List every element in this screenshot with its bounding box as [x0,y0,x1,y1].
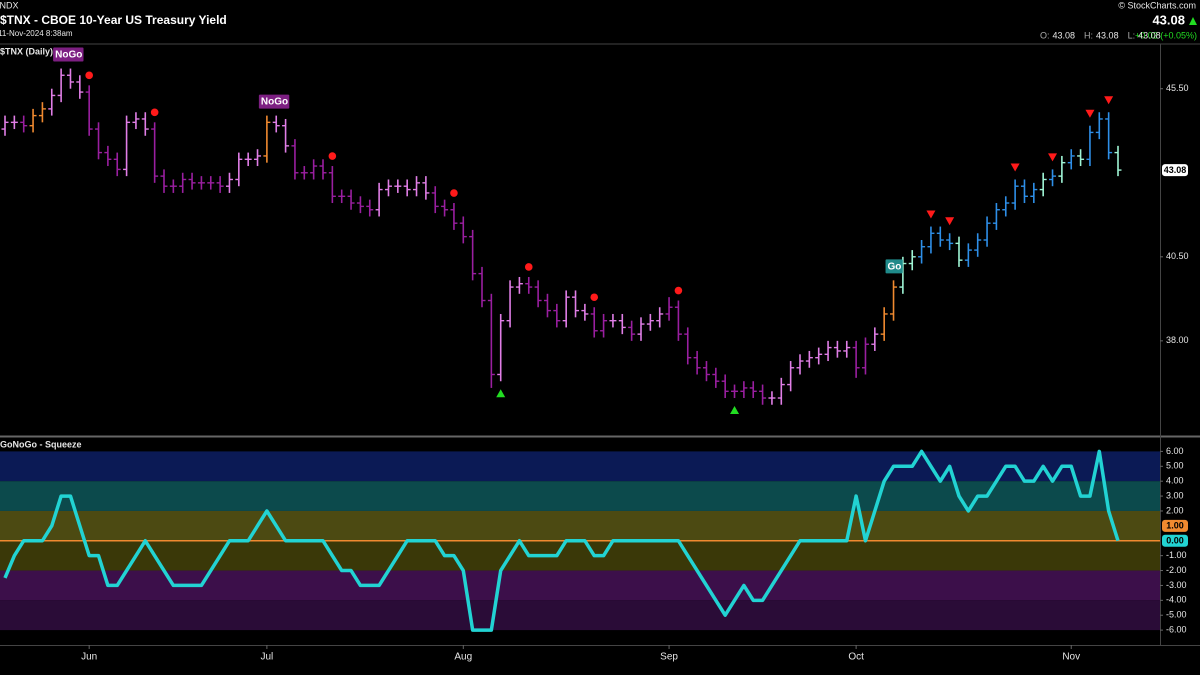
countertrend-marker [674,286,683,295]
y-tick-label: -3.00 [1166,580,1187,590]
value-box [1162,164,1188,177]
quote-label: O: [1040,30,1050,40]
countertrend-marker [1085,109,1095,118]
x-tick-label: Jul [260,652,273,663]
signal-tag-label: NoGo [55,50,82,61]
countertrend-marker [1010,163,1020,172]
countertrend-marker [590,293,599,302]
signal-tag-label: Go [888,261,902,272]
y-tick-label: 4.00 [1166,476,1184,486]
quote-value: 43.08 [1096,30,1119,40]
exchange: INDX [0,0,19,10]
x-tick-label: Jun [81,652,97,663]
countertrend-marker [945,217,955,226]
y-tick-label: -2.00 [1166,565,1187,575]
y-tick-label: 6.00 [1166,446,1184,456]
signal-tag [885,259,903,274]
x-tick-label: Aug [454,652,472,663]
x-tick-label: Oct [848,652,864,663]
countertrend-marker [1048,153,1058,162]
y-tick-label: -6.00 [1166,624,1187,634]
series-legend: GoNoGo - Squeeze [0,439,82,449]
y-tick-label: 2.00 [1166,505,1184,515]
x-tick-label: Sep [660,652,678,663]
x-tick-label: Nov [1062,652,1080,663]
signal-tag [53,47,84,62]
quote-value: 43.08 [1138,30,1161,40]
series-legend: $TNX (Daily) 43.08 [0,46,78,56]
change: +0.02 (+0.05%) [1135,30,1197,40]
countertrend-marker [730,406,740,415]
zone-band [0,510,1160,541]
signal-tag [258,94,290,109]
quote-label: L: [1128,30,1136,40]
quote-label: H: [1084,30,1093,40]
copyright: © StockCharts.com [1118,0,1196,10]
y-tick-label: 40.50 [1166,251,1189,261]
countertrend-marker [524,263,533,271]
signal-tag-label: NoGo [261,97,288,108]
value-box-label: 43.08 [1164,165,1187,175]
zone-band [0,540,1160,571]
quote-value: 43.08 [1053,30,1076,40]
last-price: 43.08 [1152,12,1185,27]
countertrend-marker [150,108,159,117]
countertrend-marker [1104,96,1114,105]
y-tick-label: -5.00 [1166,610,1187,620]
y-tick-label: -1.00 [1166,550,1187,560]
chart-title: $TNX - CBOE 10-Year US Treasury Yield [0,13,227,27]
countertrend-marker [926,210,936,219]
countertrend-marker [496,389,506,398]
y-tick-label: -4.00 [1166,595,1187,605]
countertrend-marker [450,189,458,197]
y-tick-label: 5.00 [1166,461,1184,471]
zone-band [0,600,1160,631]
y-tick-label: 3.00 [1166,490,1184,500]
y-tick-label: 38.00 [1166,335,1189,345]
value-box-label: 0.00 [1166,536,1184,546]
countertrend-marker [85,71,93,80]
countertrend-marker [328,152,337,160]
timestamp: 11-Nov-2024 8:38am [0,29,73,38]
zone-band [0,451,1160,482]
up-arrow [1189,17,1197,25]
value-box [1162,519,1188,532]
value-box-label: 1.00 [1166,521,1184,531]
squeeze-line [3,449,1120,632]
value-box [1162,534,1188,547]
y-tick-label: 45.50 [1166,83,1189,93]
